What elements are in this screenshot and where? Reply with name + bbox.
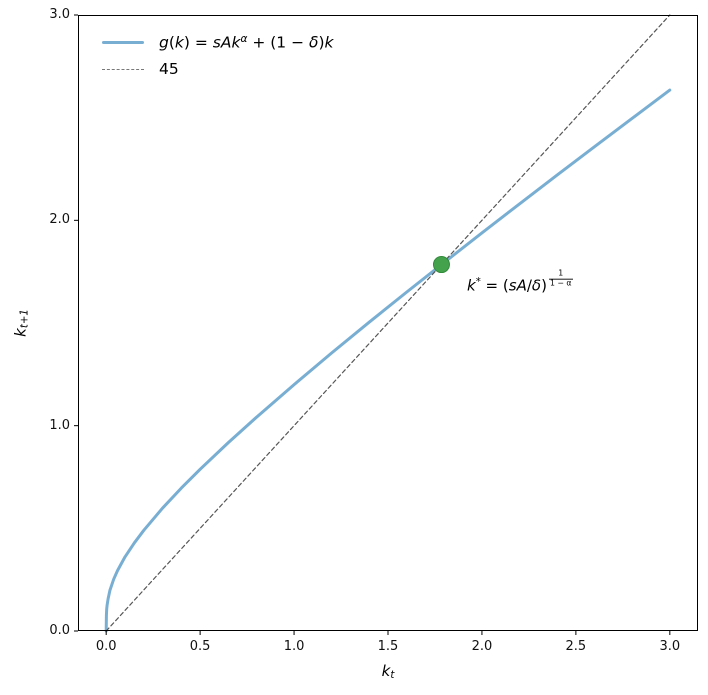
forty-five-degree-line (105, 14, 671, 632)
gk-curve (104, 88, 672, 633)
steady-state-point (432, 256, 450, 274)
plot-frame (78, 15, 698, 631)
